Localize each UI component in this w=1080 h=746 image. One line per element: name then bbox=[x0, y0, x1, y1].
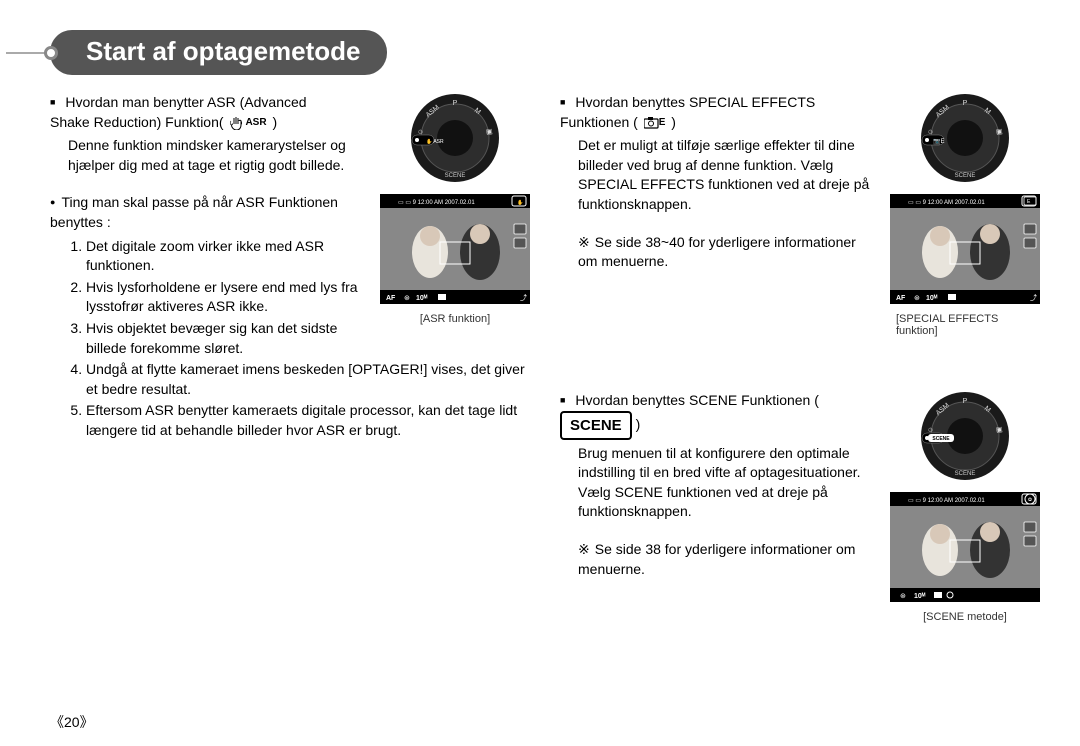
asr-icon-label: ASR bbox=[245, 116, 266, 130]
svg-text:✋: ✋ bbox=[517, 199, 523, 206]
se-heading: Hvordan benyttes SPECIAL EFFECTS Funktio… bbox=[560, 93, 870, 132]
asr-heading-tail: ) bbox=[272, 114, 277, 130]
scene-note: Se side 38 for yderligere informationer … bbox=[578, 540, 870, 579]
se-body: Det er muligt at tilføje særlige effekte… bbox=[578, 136, 870, 214]
tips-heading: Ting man skal passe på når ASR Funktione… bbox=[50, 193, 350, 232]
mode-dial-icon: SCENE bbox=[920, 391, 1010, 481]
se-note: Se side 38~40 for yderligere information… bbox=[578, 233, 870, 272]
page-title-bar: Start af optagemetode bbox=[50, 30, 1040, 75]
title-dot-icon bbox=[44, 46, 58, 60]
asr-caption: [ASR funktion] bbox=[380, 313, 530, 325]
mode-dial-icon: ✋ ASR bbox=[410, 93, 500, 183]
scene-heading-text: Hvordan benyttes SCENE Funktionen ( bbox=[575, 392, 819, 408]
page-number: 《20》 bbox=[50, 712, 94, 732]
svg-text:SCENE: SCENE bbox=[932, 436, 950, 442]
tip-item: Undgå at flytte kameraet imens beskeden … bbox=[86, 360, 526, 399]
se-figure: 📷E E [SPECIAL EFFECTS funktion] bbox=[890, 93, 1040, 337]
scene-heading-tail: ) bbox=[636, 416, 641, 432]
asr-section: ✋ ASR ✋ [ASR funktion] Hvordan man benyt… bbox=[50, 93, 530, 443]
mode-dial-icon: 📷E bbox=[920, 93, 1010, 183]
special-effects-section: 📷E E [SPECIAL EFFECTS funktion] Hvordan … bbox=[560, 93, 1040, 337]
svg-text:✋ ASR: ✋ ASR bbox=[426, 138, 444, 145]
asr-figure: ✋ ASR ✋ [ASR funktion] bbox=[380, 93, 530, 325]
scene-body: Brug menuen til at konfigurere den optim… bbox=[578, 444, 870, 522]
scene-caption: [SCENE metode] bbox=[890, 611, 1040, 623]
asr-heading: Hvordan man benytter ASR (Advanced Shake… bbox=[50, 93, 350, 132]
scene-figure: SCENE ✿ ⊛ 10ᴹ [SCENE metode] bbox=[890, 391, 1040, 623]
content-columns: P M ASM ▣ ☺ SCENE bbox=[50, 93, 1040, 647]
svg-text:📷E: 📷E bbox=[933, 138, 944, 145]
right-column: 📷E E [SPECIAL EFFECTS funktion] Hvordan … bbox=[560, 93, 1040, 647]
asr-body-1: Denne funktion mindsker kamerarystelser … bbox=[68, 136, 350, 175]
page-title-text: Start af optagemetode bbox=[86, 36, 361, 66]
page-title: Start af optagemetode bbox=[50, 30, 387, 75]
scene-heading: Hvordan benyttes SCENE Funktionen ( SCEN… bbox=[560, 391, 870, 440]
se-icon-label: E bbox=[659, 116, 666, 130]
se-lcd-preview: E bbox=[890, 194, 1040, 304]
se-caption: [SPECIAL EFFECTS funktion] bbox=[890, 313, 1040, 337]
svg-text:✿: ✿ bbox=[1028, 497, 1032, 503]
tip-item: Eftersom ASR benytter kameraets digitale… bbox=[86, 401, 526, 440]
camera-e-icon: E bbox=[644, 116, 666, 130]
scene-label-box: SCENE bbox=[560, 411, 632, 440]
se-heading-tail: ) bbox=[671, 114, 676, 130]
scene-lcd-preview: ✿ ⊛ 10ᴹ bbox=[890, 492, 1040, 602]
asr-heading-text: Hvordan man benytter ASR (Advanced Shake… bbox=[50, 94, 307, 130]
asr-lcd-preview: ✋ bbox=[380, 194, 530, 304]
left-column: P M ASM ▣ ☺ SCENE bbox=[50, 93, 530, 647]
svg-text:⊛: ⊛ bbox=[900, 593, 906, 600]
svg-text:10ᴹ: 10ᴹ bbox=[914, 593, 926, 600]
se-heading-text: Hvordan benyttes SPECIAL EFFECTS Funktio… bbox=[560, 94, 815, 130]
asr-hand-icon: ASR bbox=[229, 116, 266, 130]
scene-section: SCENE ✿ ⊛ 10ᴹ [SCENE metode] Hvorda bbox=[560, 391, 1040, 623]
